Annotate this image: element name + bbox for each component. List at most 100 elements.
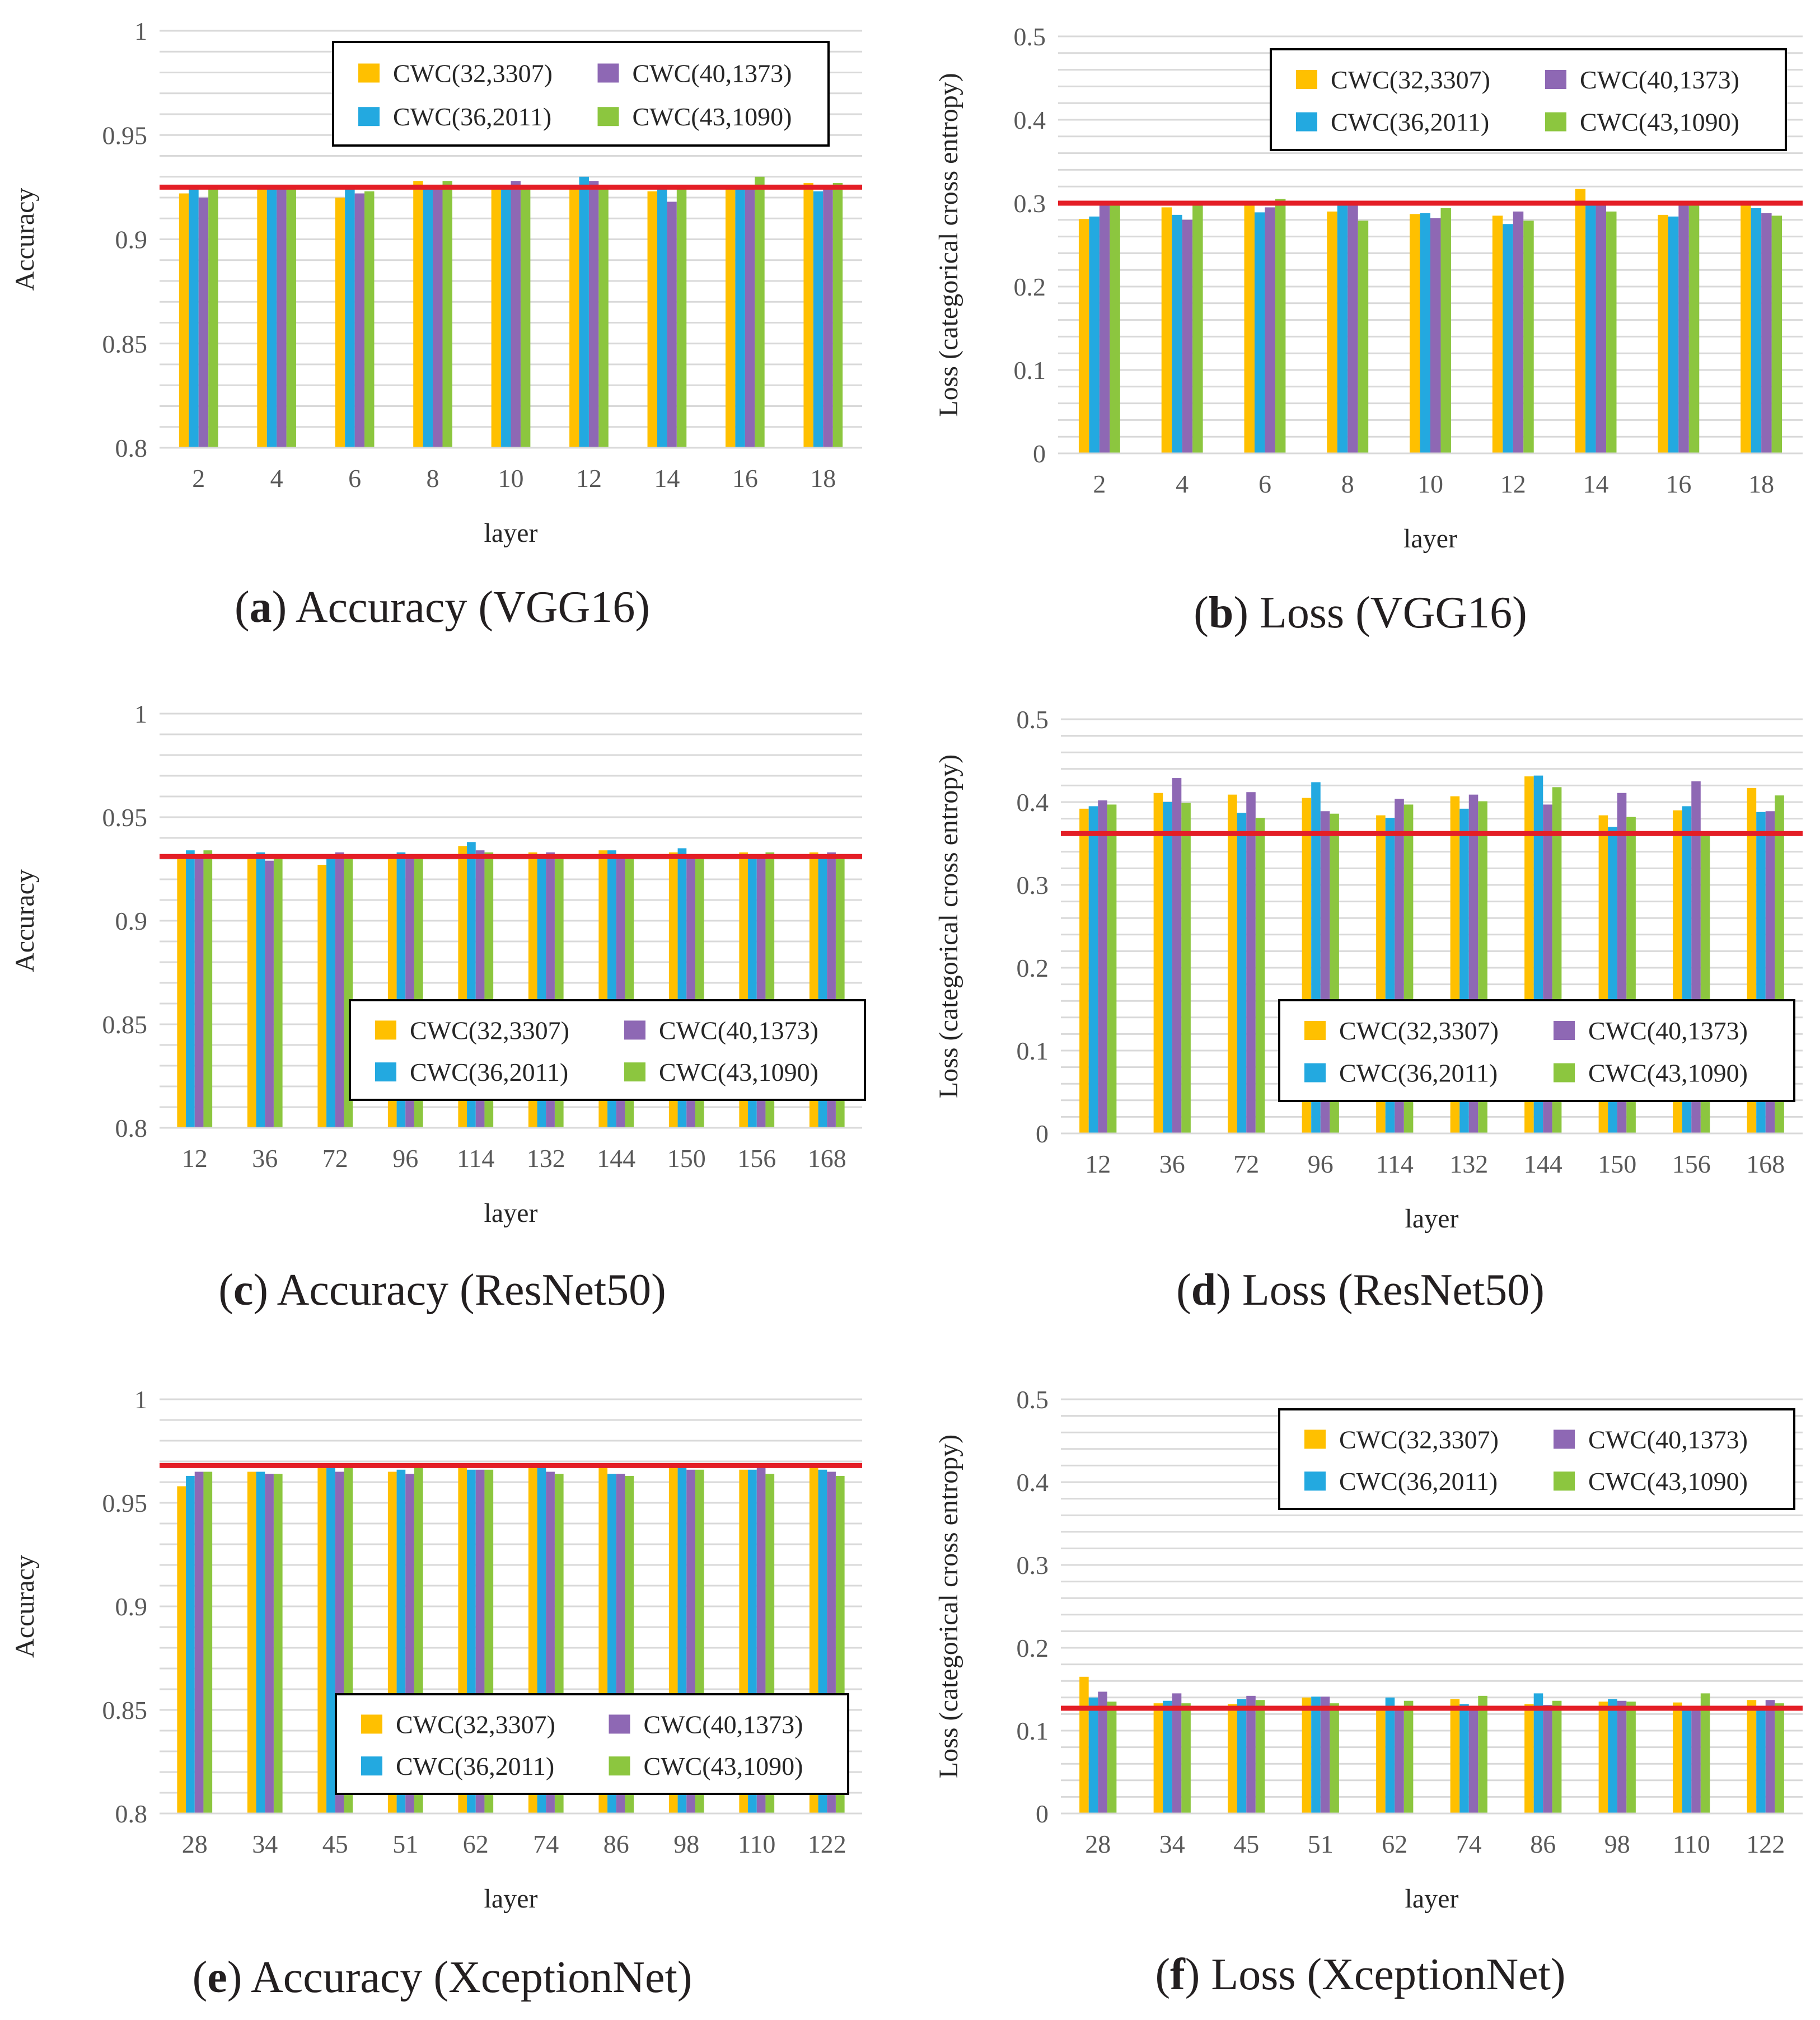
legend-item-cwc-32-3307: CWC(32,3307): [361, 1710, 555, 1738]
bar-cwc-32-3307-86: [1524, 1704, 1534, 1813]
bar-cwc-40-1373-12: [1098, 800, 1107, 1133]
chart-loss-resnet50: 00.10.20.30.40.512 36 72 96 114 132 144 150 156 1…: [934, 705, 1803, 1234]
x-tick-label: 144: [1524, 1150, 1562, 1178]
bar-cwc-36-2011-98: [1608, 1699, 1617, 1813]
bar-cwc-36-2011-34: [256, 1471, 265, 1813]
legend-label: CWC(32,3307): [1331, 65, 1490, 94]
bar-cwc-43-1090-28: [1107, 1702, 1117, 1813]
y-tick-label: 0.9: [115, 907, 148, 935]
bar-cwc-40-1373-6: [354, 193, 365, 448]
caption-b: (b) Loss (VGG16): [1194, 588, 1527, 638]
bar-cwc-32-3307-14: [1575, 189, 1586, 453]
y-tick-label: 0.85: [102, 1010, 148, 1039]
y-tick-label: 0.4: [1017, 788, 1049, 817]
bar-cwc-32-3307-18: [1741, 203, 1751, 453]
legend: CWC(32,3307) CWC(40,1373) CWC(36,2011) CWC(…: [349, 999, 866, 1101]
y-tick-label: 0.8: [115, 1114, 148, 1142]
bar-cwc-43-1090-72: [1255, 818, 1265, 1133]
legend-swatch: [375, 1020, 396, 1040]
bar-cwc-40-1373-12: [194, 856, 204, 1128]
x-tick-label: 98: [673, 1830, 699, 1858]
bar-cwc-40-1373-4: [1182, 219, 1193, 453]
legend-label: CWC(43,1090): [1588, 1059, 1748, 1088]
x-tick-label: 156: [1672, 1150, 1711, 1178]
bar-cwc-40-1373-72: [1246, 792, 1256, 1133]
legend-swatch: [361, 1756, 382, 1776]
bar-cwc-43-1090-14: [1606, 211, 1617, 453]
x-axis-title: layer: [1403, 524, 1457, 554]
x-tick-label: 74: [533, 1830, 559, 1858]
bar-cwc-40-1373-36: [1172, 778, 1182, 1133]
bar-cwc-36-2011-6: [345, 187, 355, 448]
x-tick-label: 51: [1308, 1830, 1334, 1858]
bar-cwc-43-1090-74: [1478, 1695, 1487, 1813]
legend-swatch: [375, 1062, 396, 1082]
legend-item-cwc-32-3307: CWC(32,3307): [1304, 1016, 1499, 1045]
legend: CWC(32,3307) CWC(40,1373) CWC(36,2011) CWC(…: [335, 1693, 849, 1795]
legend-swatch: [1554, 1021, 1575, 1040]
bar-cwc-32-3307-14: [647, 191, 657, 448]
legend-box: [335, 1693, 849, 1795]
caption-a-letter: a: [249, 583, 272, 632]
legend-swatch: [1304, 1063, 1326, 1082]
bar-cwc-32-3307-12: [177, 856, 186, 1128]
bar-cwc-43-1090-2: [1110, 203, 1120, 453]
y-axis: 0.8 0.85 0.9 0.95 1: [102, 700, 148, 1142]
caption-c: (c) Accuracy (ResNet50): [218, 1266, 666, 1315]
x-tick-label: 132: [1449, 1150, 1488, 1178]
bar-cwc-43-1090-62: [1403, 1700, 1414, 1813]
legend-swatch: [361, 1714, 382, 1734]
y-axis: 0 0.1 0.2 0.3 0.4 0.5: [1017, 705, 1049, 1148]
bar-cwc-40-1373-28: [194, 1471, 204, 1813]
bar-cwc-43-1090-122: [1775, 1703, 1784, 1813]
x-tick-label: 110: [1673, 1830, 1710, 1858]
y-tick-label: 1: [134, 17, 147, 45]
caption-f-letter: f: [1170, 1950, 1185, 1999]
y-axis-title: Loss (categorical cross entropy): [934, 73, 963, 416]
y-axis-title: Accuracy: [10, 188, 40, 291]
x-tick-label: 150: [667, 1144, 706, 1173]
x-tick-label: 34: [252, 1830, 278, 1858]
legend-item-cwc-43-1090: CWC(43,1090): [1554, 1059, 1748, 1088]
bar-cwc-40-1373-14: [1596, 203, 1607, 453]
chart-loss-xceptionnet: 0 0.1 0.2 0.3 0.4 0.5 28 34 45 51 62 74 86 98 110 122 la…: [934, 1385, 1803, 1914]
bar-cwc-32-3307-18: [803, 182, 813, 448]
bar-cwc-36-2011-45: [1237, 1699, 1247, 1813]
x-tick-label: 51: [392, 1830, 418, 1858]
legend-label: CWC(36,2011): [396, 1752, 554, 1780]
caption-e-text: Accuracy (XceptionNet): [250, 1953, 693, 2002]
legend-label: CWC(40,1373): [1580, 65, 1739, 94]
x-axis-title: layer: [484, 518, 538, 548]
x-tick-label: 86: [603, 1830, 629, 1858]
x-tick-label: 28: [182, 1830, 208, 1858]
y-tick-label: 0.5: [1014, 22, 1046, 51]
y-axis-title: Loss (categorical cross entropy): [934, 1435, 963, 1778]
series-cwc-36-2011: [1088, 1693, 1766, 1813]
bar-cwc-40-1373-16: [745, 187, 755, 448]
caption-e-letter: e: [207, 1953, 227, 2002]
legend-item-cwc-40-1373: CWC(40,1373): [1554, 1425, 1748, 1454]
series-cwc-40-1373: [1098, 1691, 1775, 1813]
bar-cwc-40-1373-45: [1246, 1695, 1256, 1813]
x-tick-label: 8: [427, 464, 439, 493]
legend-item-cwc-32-3307: CWC(32,3307): [1296, 65, 1490, 94]
bar-cwc-43-1090-28: [203, 1471, 213, 1813]
bar-cwc-36-2011-45: [326, 1468, 335, 1813]
x-axis-title: layer: [484, 1884, 538, 1914]
bar-cwc-43-1090-4: [286, 189, 297, 448]
bar-cwc-36-2011-4: [266, 189, 277, 448]
y-tick-label: 0.9: [115, 1592, 148, 1621]
legend-item-cwc-40-1373: CWC(40,1373): [1554, 1016, 1748, 1045]
caption-d-letter: d: [1191, 1266, 1217, 1315]
legend-label: CWC(40,1373): [1588, 1016, 1748, 1045]
bar-cwc-32-3307-28: [1079, 1676, 1089, 1813]
bar-cwc-43-1090-12: [598, 185, 609, 448]
y-axis: 0 0.1 0.2 0.3 0.4 0.5: [1017, 1385, 1049, 1828]
caption-b-text: Loss (VGG16): [1260, 588, 1527, 638]
bar-cwc-32-3307-36: [1153, 793, 1163, 1133]
x-tick-label: 114: [1376, 1150, 1414, 1178]
legend-item-cwc-32-3307: CWC(32,3307): [358, 59, 553, 88]
bar-cwc-40-1373-6: [1265, 207, 1275, 453]
bar-cwc-32-3307-45: [317, 1465, 327, 1813]
y-tick-label: 0.9: [115, 226, 148, 254]
